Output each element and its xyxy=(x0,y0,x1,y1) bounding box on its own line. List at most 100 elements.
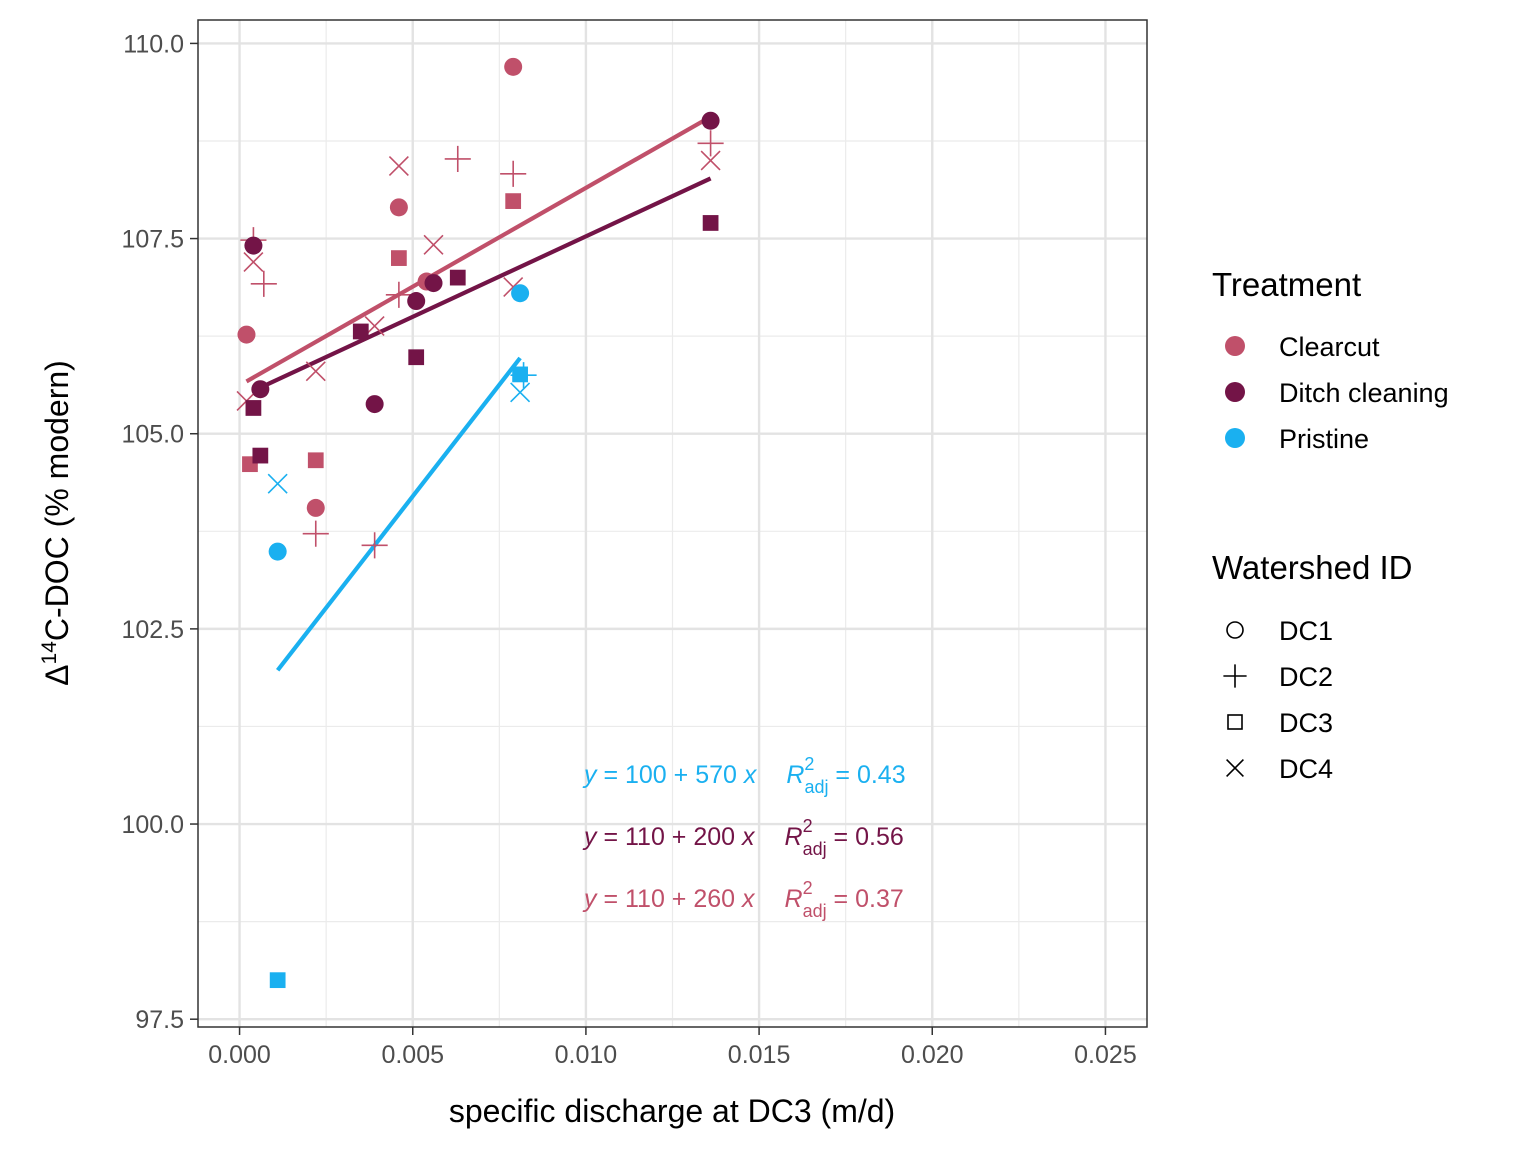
equation-r-subscript: adj xyxy=(803,901,827,921)
point-clearcut-dc4 xyxy=(243,251,264,273)
fit-annotations: y = 100 + 570 x R2 adj = 0.43y = 110 + 200… xyxy=(582,754,906,921)
x-tick-label: 0.020 xyxy=(901,1041,964,1069)
point-ditch-cleaning-dc1 xyxy=(365,395,384,414)
y-tick-label: 107.5 xyxy=(121,226,184,254)
point-ditch-cleaning-dc1 xyxy=(407,292,426,311)
point-clearcut-dc1 xyxy=(504,57,523,76)
legend-label-pristine: Pristine xyxy=(1279,424,1369,454)
point-clearcut-dc4 xyxy=(388,155,409,176)
x-tick-label: 0.015 xyxy=(728,1041,791,1069)
x-tick-label: 0.025 xyxy=(1074,1041,1137,1069)
point-pristine-dc1 xyxy=(511,284,530,303)
equation-x-symbol: x xyxy=(741,823,756,851)
x-tick-label: 0.000 xyxy=(208,1041,271,1069)
equation-y-symbol: y xyxy=(582,823,598,851)
legend-treatment: Treatment Clearcut Ditch cleaning Pristine xyxy=(1212,266,1449,454)
point-ditch-cleaning-dc3 xyxy=(449,269,466,286)
point-ditch-cleaning-dc3 xyxy=(352,323,369,340)
fit-line-ditch-cleaning xyxy=(252,176,712,393)
equation-r-subscript: adj xyxy=(803,839,827,859)
y-tick-label: 100.0 xyxy=(121,811,184,839)
point-pristine-dc4 xyxy=(267,473,288,494)
point-ditch-cleaning-dc1 xyxy=(251,380,270,399)
legend-watershed-title: Watershed ID xyxy=(1212,549,1413,586)
legend-label-dc2: DC2 xyxy=(1279,662,1333,692)
x-tick-label: 0.010 xyxy=(555,1041,618,1069)
point-clearcut-dc2 xyxy=(250,270,277,297)
fit-equation-pristine: y = 100 + 570 x R2 adj = 0.43 xyxy=(582,754,906,797)
y-axis-title: Δ14C-DOC (% modern) xyxy=(38,360,75,686)
legend-key-dc2 xyxy=(1223,664,1247,688)
point-pristine-dc4 xyxy=(510,382,531,403)
point-clearcut-dc2 xyxy=(500,160,527,187)
point-ditch-cleaning-dc1 xyxy=(244,236,263,255)
point-pristine-dc1 xyxy=(268,542,287,561)
legend-label-dc4: DC4 xyxy=(1279,754,1333,784)
point-clearcut-dc4 xyxy=(305,361,326,382)
equation-terms: = 110 + 200 xyxy=(597,823,743,851)
equation-r-symbol: R xyxy=(786,761,804,789)
equation-x-symbol: x xyxy=(743,761,758,789)
legend-key-ditch-cleaning xyxy=(1225,382,1245,402)
equation-r-symbol: R xyxy=(785,885,803,913)
y-axis-title-main: C-DOC (% modern) xyxy=(39,360,75,641)
point-clearcut-dc1 xyxy=(237,325,256,344)
legend-key-pristine xyxy=(1225,428,1245,448)
y-axis-title-delta: Δ xyxy=(39,664,75,685)
y-tick-label: 97.5 xyxy=(135,1006,184,1034)
equation-r-value: = 0.37 xyxy=(827,885,904,913)
data-points xyxy=(236,57,724,989)
legend-label-dc1: DC1 xyxy=(1279,616,1333,646)
point-clearcut-dc4 xyxy=(700,150,721,171)
equation-x-symbol: x xyxy=(741,885,756,913)
axis-ticks: 0.000 0.005 0.010 0.015 0.020 0.025 97.5 100.0 1… xyxy=(121,30,1136,1069)
y-tick-label: 105.0 xyxy=(121,421,184,449)
point-clearcut-dc2 xyxy=(361,532,388,559)
point-ditch-cleaning-dc3 xyxy=(252,447,269,464)
point-clearcut-dc1 xyxy=(306,498,325,517)
x-tick-label: 0.005 xyxy=(381,1041,444,1069)
equation-terms: = 110 + 260 xyxy=(597,885,743,913)
equation-r-superscript: 2 xyxy=(804,754,814,774)
point-ditch-cleaning-dc3 xyxy=(702,215,719,231)
fit-line-pristine xyxy=(276,356,522,672)
fit-line-clearcut xyxy=(245,114,712,384)
point-clearcut-dc2 xyxy=(385,281,412,308)
legend-watershed: Watershed ID DC1 DC2 DC3 DC4 xyxy=(1212,549,1413,784)
point-pristine-dc3 xyxy=(512,366,528,383)
x-axis-title: specific discharge at DC3 (m/d) xyxy=(449,1093,895,1129)
point-clearcut-dc3 xyxy=(391,250,407,266)
point-ditch-cleaning-dc1 xyxy=(424,274,443,293)
equation-terms: = 100 + 570 xyxy=(597,761,744,789)
equation-r-value: = 0.56 xyxy=(827,823,904,851)
point-ditch-cleaning-dc3 xyxy=(408,349,425,366)
fit-equation-ditch-cleaning: y = 110 + 200 x R2 adj = 0.56 xyxy=(582,816,904,859)
equation-r-value: = 0.43 xyxy=(828,761,905,789)
legend-key-dc3 xyxy=(1227,714,1243,730)
y-tick-label: 110.0 xyxy=(123,30,184,58)
equation-y-symbol: y xyxy=(582,761,598,789)
legend-label-ditch-cleaning: Ditch cleaning xyxy=(1279,378,1449,408)
y-tick-label: 102.5 xyxy=(121,616,184,644)
legend-label-clearcut: Clearcut xyxy=(1279,332,1380,362)
equation-y-symbol: y xyxy=(582,885,598,913)
legend-key-dc4 xyxy=(1226,759,1244,777)
y-axis-title-superscript: 14 xyxy=(38,641,61,665)
fit-equation-clearcut: y = 110 + 260 x R2 adj = 0.37 xyxy=(582,878,904,921)
panel-border xyxy=(197,19,1148,1028)
legend-key-dc1 xyxy=(1226,621,1244,639)
point-clearcut-dc1 xyxy=(389,198,408,217)
equation-r-symbol: R xyxy=(785,823,803,851)
point-pristine-dc3 xyxy=(269,972,286,989)
point-clearcut-dc2 xyxy=(697,130,724,157)
legend-label-dc3: DC3 xyxy=(1279,708,1333,738)
point-clearcut-dc4 xyxy=(423,234,444,255)
equation-r-superscript: 2 xyxy=(803,816,813,836)
point-clearcut-dc3 xyxy=(307,452,324,469)
legend-treatment-title: Treatment xyxy=(1212,266,1361,303)
point-clearcut-dc2 xyxy=(302,520,329,547)
equation-r-subscript: adj xyxy=(804,777,828,797)
point-ditch-cleaning-dc1 xyxy=(701,111,720,130)
